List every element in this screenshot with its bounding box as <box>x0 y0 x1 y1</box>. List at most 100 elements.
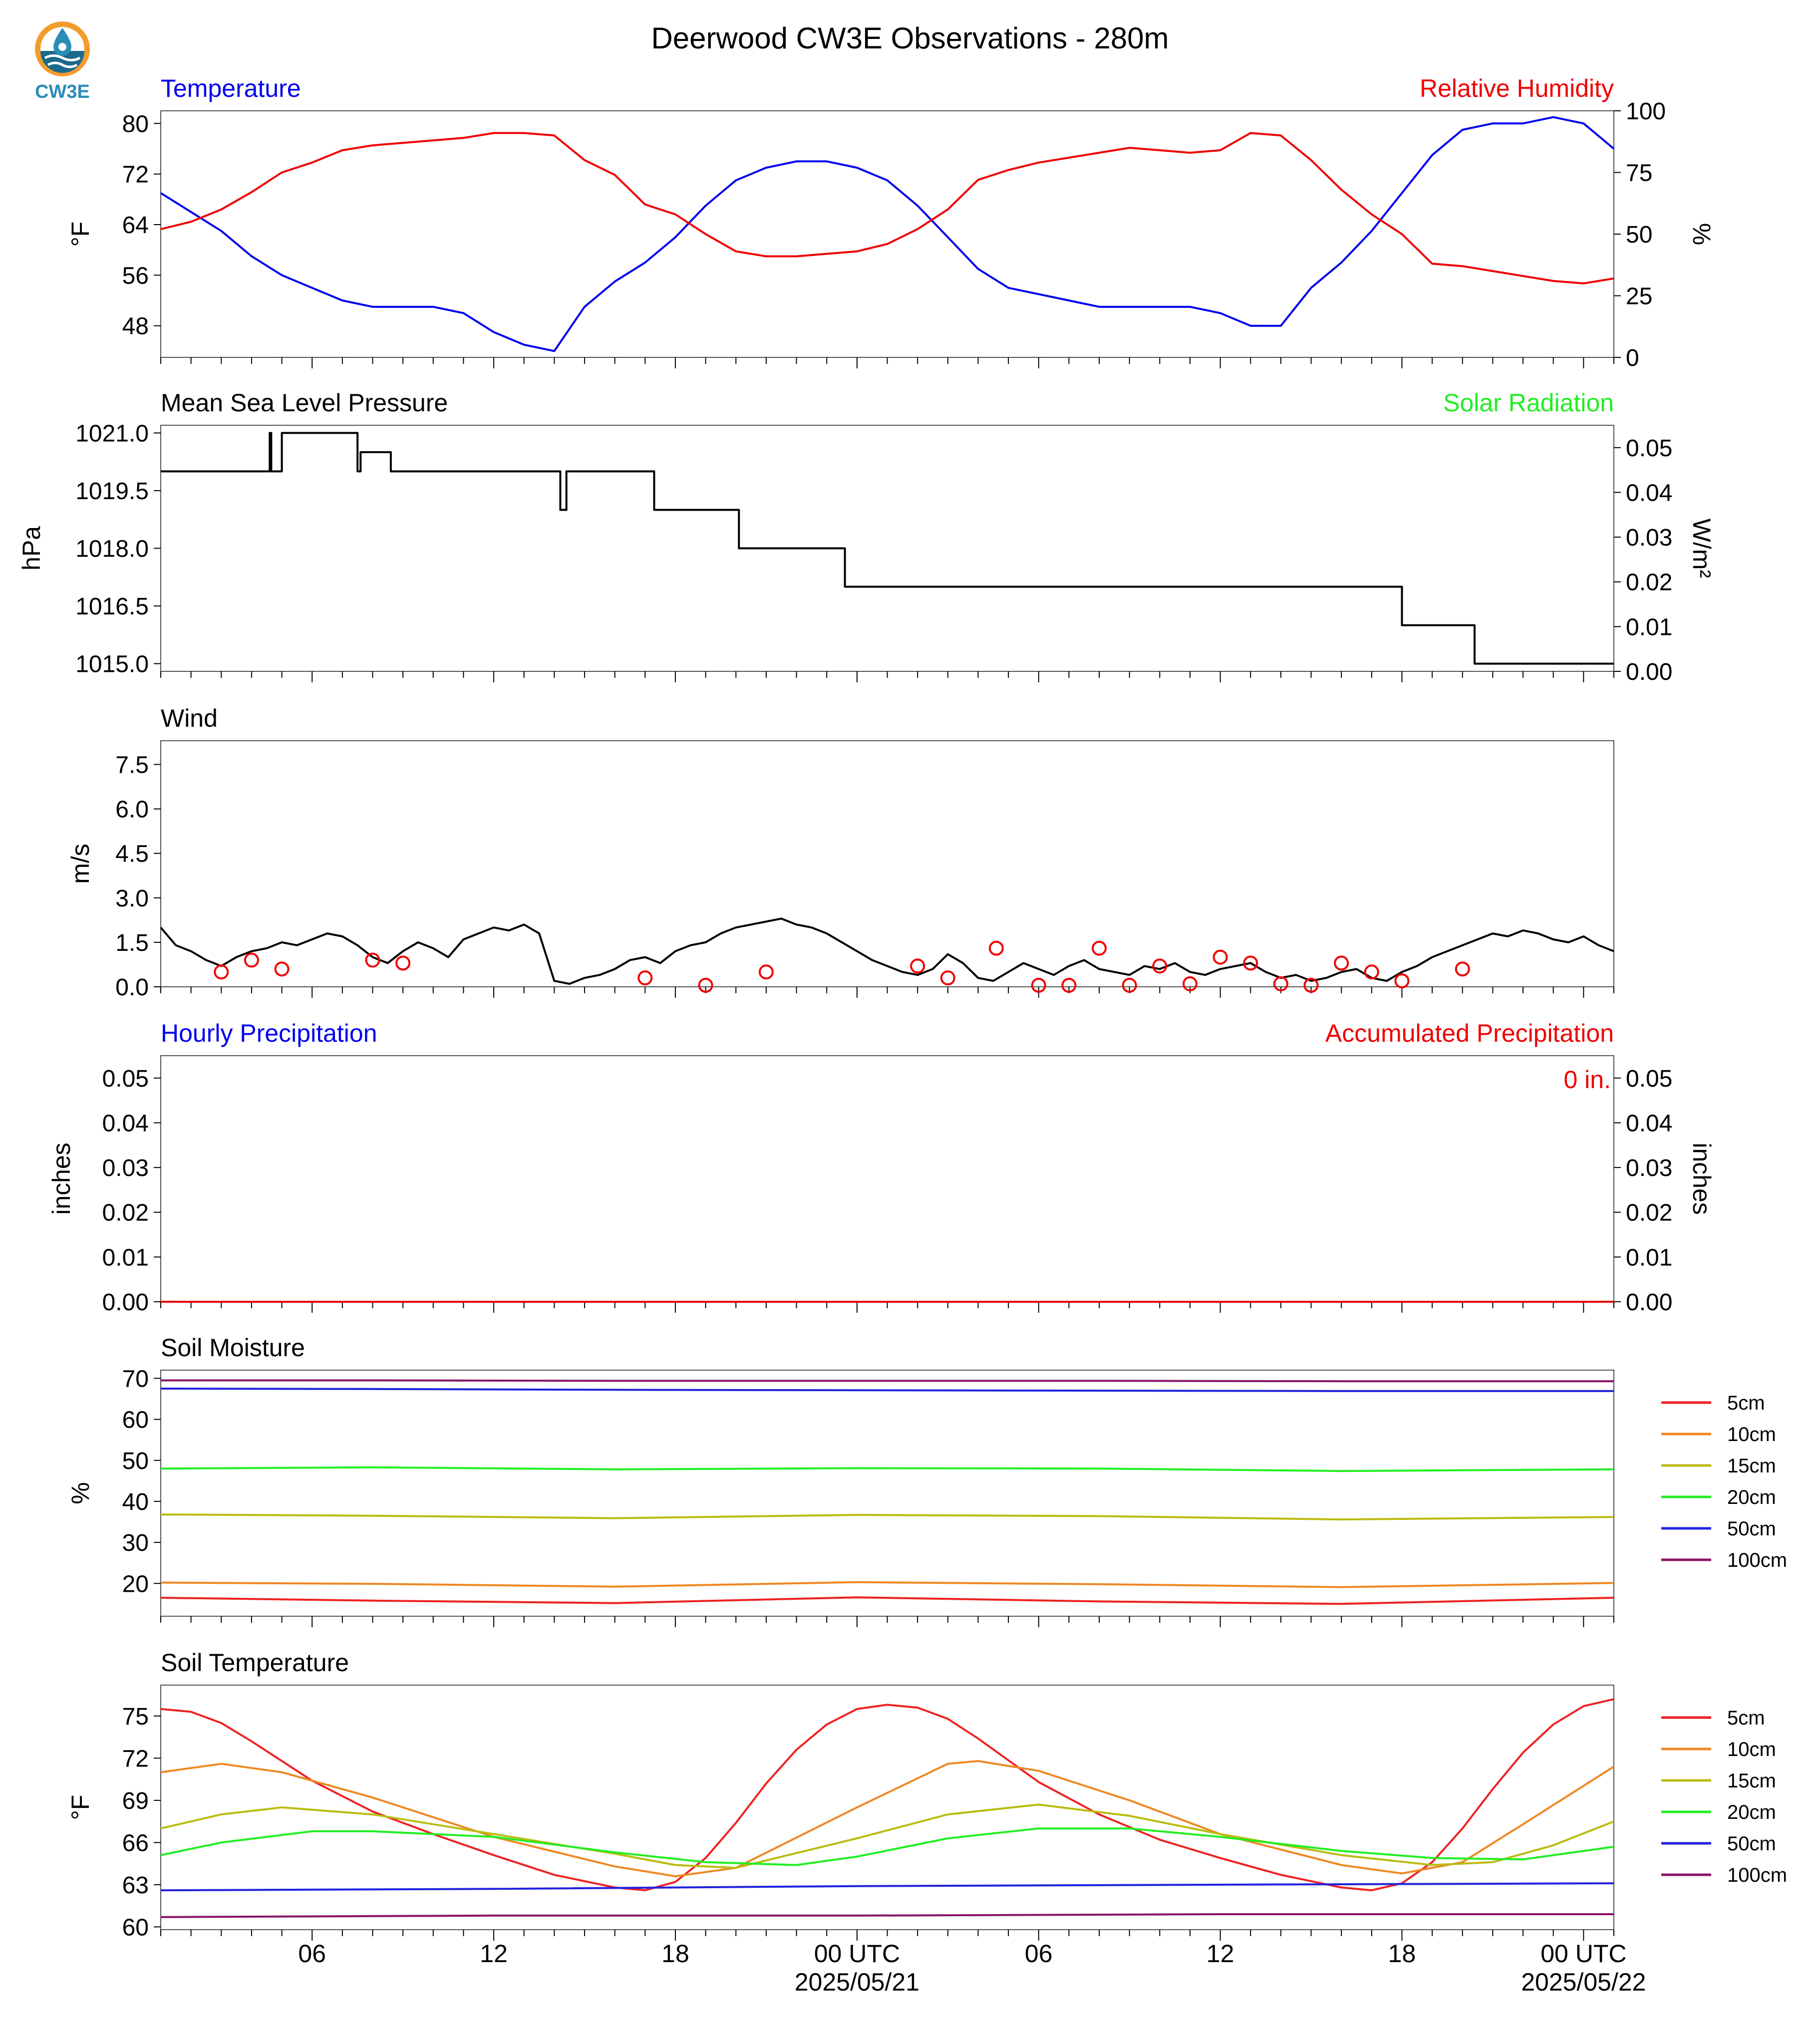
y-tick-label-left: 80 <box>122 111 149 137</box>
figure-title: Deerwood CW3E Observations - 280m <box>651 21 1169 55</box>
y-axis-label-left: % <box>66 1482 94 1504</box>
wind-calm-marker <box>1152 958 1168 974</box>
plot-frame <box>160 1055 1614 1302</box>
legend-label: 20cm <box>1727 1486 1776 1508</box>
legend-label: 5cm <box>1727 1707 1765 1729</box>
panel-title-right: Solar Radiation <box>1443 389 1614 417</box>
plot-frame <box>160 1370 1614 1617</box>
x-tick-label: 00 UTC <box>814 1940 900 1968</box>
y-tick-label-left: 40 <box>122 1489 149 1515</box>
panel-2: Mean Sea Level Pressure Solar Radiation 10… <box>17 389 1716 685</box>
panel-5: Soil Moisture 70 60 50 40 30 20% 5cm 10cm 15cm 20c… <box>66 1334 1787 1627</box>
y-tick-label-left: 7.5 <box>115 752 149 779</box>
x-tick-label: 00 UTC <box>1540 1940 1626 1968</box>
wind-calm-marker <box>637 970 653 986</box>
panel-3: Wind 7.5 6.0 4.5 3.0 1.5 0.0 m/s <box>66 704 1614 1001</box>
y-tick-label-right: 75 <box>1626 160 1652 187</box>
series-line-100cm <box>161 1379 1614 1383</box>
series-line-100cm <box>160 1913 1614 1918</box>
wind-calm-marker <box>1061 978 1077 993</box>
y-tick-label-right: 0.05 <box>1626 435 1672 462</box>
wind-calm-marker <box>940 970 955 986</box>
series-line-50cm <box>160 1388 1614 1392</box>
legend-label: 15cm <box>1727 1455 1776 1477</box>
series-line-mean-sea-level-pressure <box>161 432 1614 665</box>
y-tick-label-left: 56 <box>122 263 149 289</box>
wind-calm-marker <box>1273 976 1288 992</box>
series-line-10cm <box>160 1581 1614 1588</box>
y-tick-label-right: 0.05 <box>1626 1066 1672 1092</box>
y-tick-label-right: 0.00 <box>1626 659 1672 685</box>
cw3e-logo-icon: CW3E <box>35 21 90 102</box>
legend-label: 5cm <box>1727 1392 1765 1414</box>
y-tick-label-left: 0.00 <box>102 1289 149 1316</box>
x-tick-label: 12 <box>1207 1940 1234 1968</box>
y-tick-label-right: 0.03 <box>1626 1155 1672 1181</box>
wind-calm-marker <box>1243 955 1258 971</box>
x-tick-label: 06 <box>1025 1940 1053 1968</box>
y-tick-label-right: 0.03 <box>1626 525 1672 551</box>
y-tick-label-left: 69 <box>122 1788 149 1814</box>
panel-title-left: Temperature <box>161 74 301 102</box>
wind-calm-marker <box>244 952 259 968</box>
y-tick-label-right: 0.02 <box>1626 570 1672 596</box>
x-tick-label: 18 <box>661 1940 689 1968</box>
wind-calm-marker <box>1213 949 1228 965</box>
series-line-15cm <box>160 1513 1614 1521</box>
legend-label: 10cm <box>1727 1424 1776 1446</box>
legend-label: 50cm <box>1727 1518 1776 1540</box>
y-tick-label-left: 30 <box>122 1530 149 1556</box>
wind-calm-marker <box>1092 940 1107 956</box>
y-axis-label-right: W/m² <box>1688 519 1716 578</box>
y-axis-label-left: inches <box>47 1143 75 1215</box>
y-axis-label-right: % <box>1688 223 1716 245</box>
plot-frame <box>160 740 1614 987</box>
wind-calm-marker <box>395 955 411 971</box>
y-tick-label-right: 25 <box>1626 284 1652 310</box>
series-line-relative-humidity <box>160 132 1614 285</box>
y-tick-label-left: 1021.0 <box>75 420 149 447</box>
legend-label: 50cm <box>1727 1833 1776 1855</box>
y-tick-label-left: 72 <box>122 1745 149 1772</box>
plot-frame <box>160 425 1614 672</box>
series-line-20cm <box>160 1466 1614 1472</box>
y-tick-label-left: 60 <box>122 1914 149 1941</box>
legend-label: 20cm <box>1727 1801 1776 1823</box>
plot-frame <box>160 110 1614 358</box>
y-tick-label-left: 0.03 <box>102 1155 149 1181</box>
wind-calm-marker <box>214 964 229 980</box>
wind-calm-marker <box>1182 976 1198 992</box>
wind-calm-marker <box>1394 973 1410 989</box>
series-line-20cm <box>160 1827 1614 1866</box>
wind-calm-marker <box>1031 978 1046 993</box>
y-tick-label-right: 0.04 <box>1626 480 1672 506</box>
y-tick-label-right: 0 <box>1626 345 1639 371</box>
x-date-label: 2025/05/21 <box>795 1968 919 1996</box>
y-tick-label-left: 48 <box>122 313 149 340</box>
panel-title-right: Relative Humidity <box>1420 74 1614 102</box>
wind-calm-marker <box>988 940 1004 956</box>
y-axis-label-left: m/s <box>66 844 94 884</box>
wind-calm-marker <box>910 958 925 974</box>
panel-4: Hourly Precipitation Accumulated Precipit… <box>47 1019 1716 1316</box>
y-tick-label-right: 0.01 <box>1626 614 1672 640</box>
y-tick-label-left: 1019.5 <box>75 478 149 505</box>
legend-label: 15cm <box>1727 1770 1776 1792</box>
y-tick-label-left: 0.0 <box>115 974 149 1001</box>
y-tick-label-left: 75 <box>122 1704 149 1730</box>
series-line-wind <box>160 917 1614 985</box>
y-tick-label-left: 20 <box>122 1571 149 1597</box>
series-line-5cm <box>160 1596 1614 1605</box>
panel-title-right: Accumulated Precipitation <box>1325 1019 1614 1047</box>
y-tick-label-left: 0.04 <box>102 1110 149 1137</box>
legend-label: 10cm <box>1727 1738 1776 1760</box>
y-tick-label-right: 0.04 <box>1626 1110 1672 1137</box>
panel-title-left: Soil Temperature <box>161 1649 349 1677</box>
x-tick-label: 12 <box>480 1940 508 1968</box>
y-tick-label-right: 0.01 <box>1626 1244 1672 1271</box>
y-tick-label-left: 0.05 <box>102 1066 149 1092</box>
y-tick-label-left: 0.02 <box>102 1200 149 1226</box>
panel-title-left: Mean Sea Level Pressure <box>161 389 448 417</box>
y-tick-label-left: 1018.0 <box>75 536 149 563</box>
plot-frame <box>160 1685 1614 1930</box>
